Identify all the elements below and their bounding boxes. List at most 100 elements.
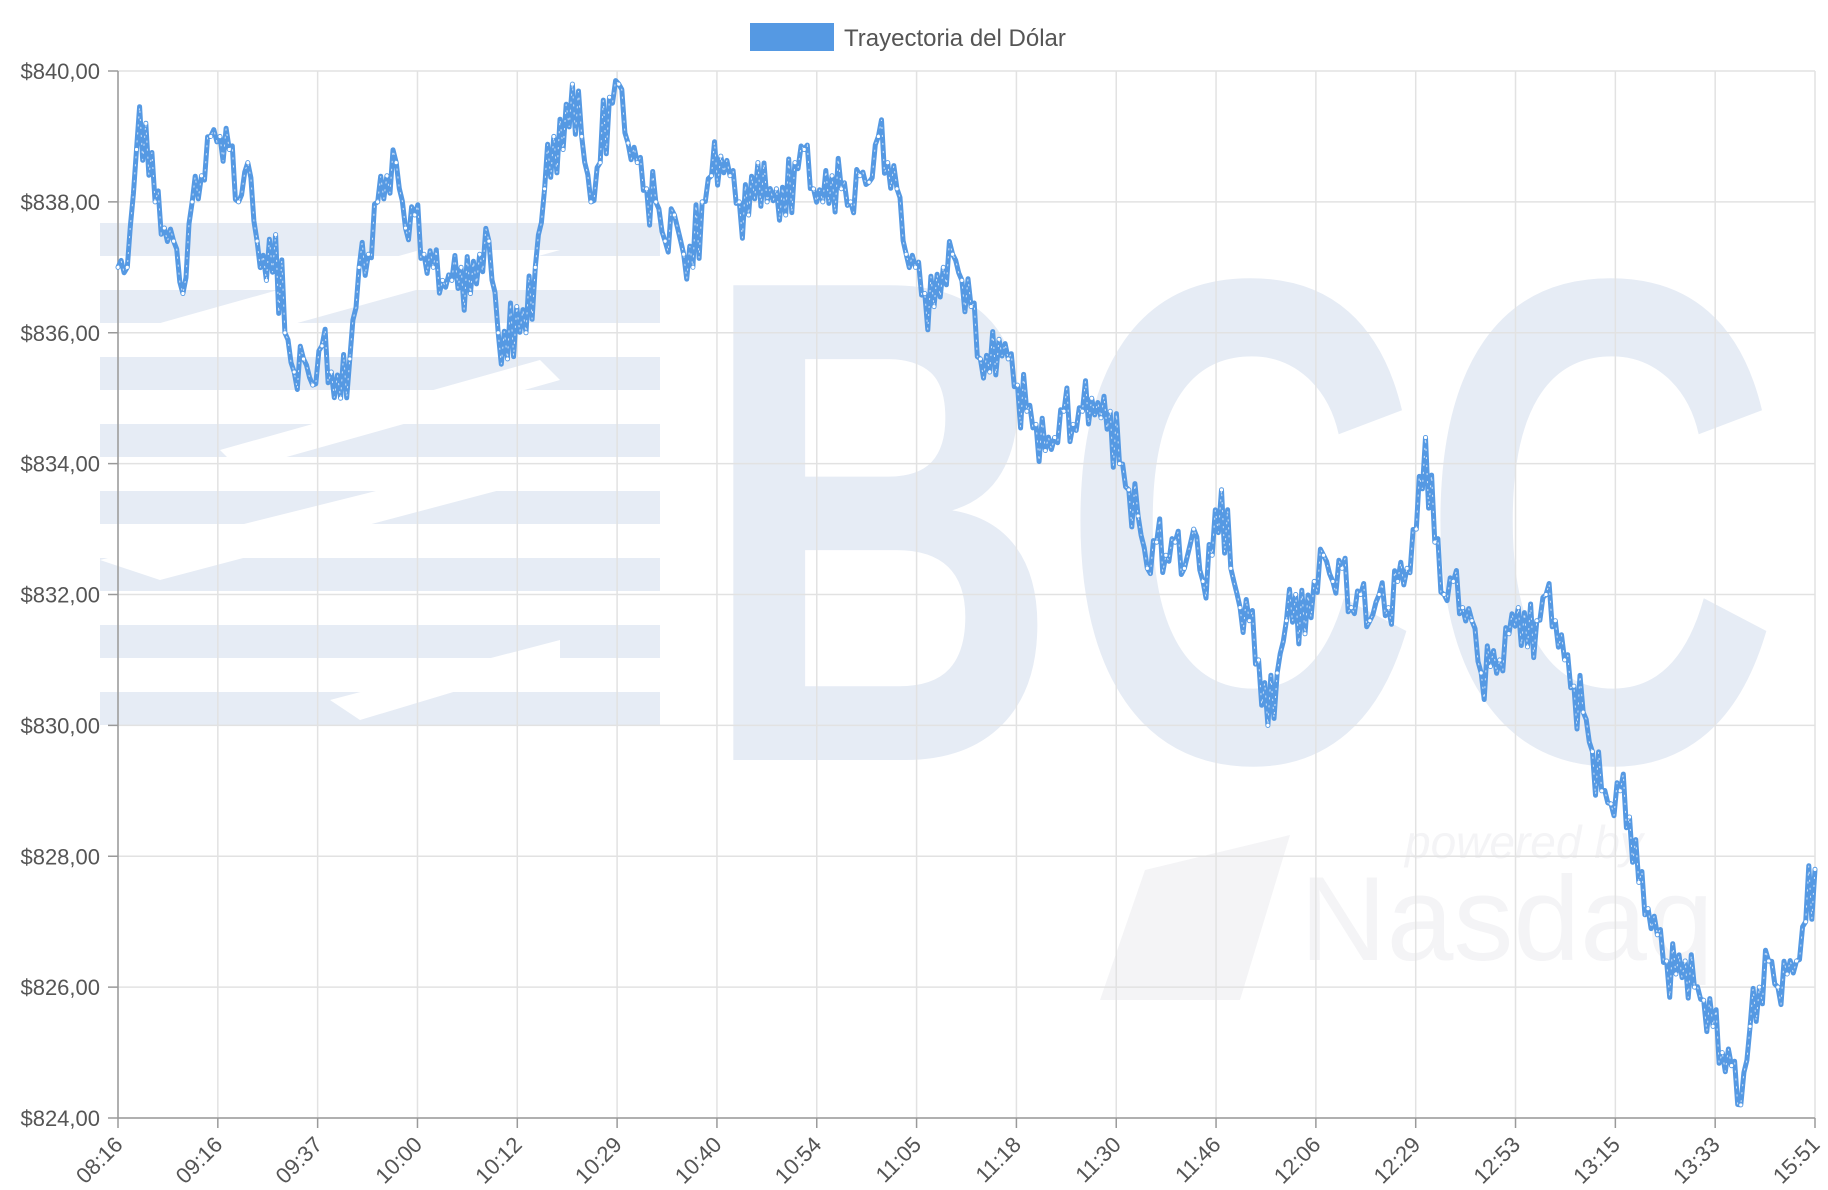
data-point[interactable] [1127, 488, 1131, 492]
data-point[interactable] [181, 291, 185, 296]
data-point[interactable] [542, 187, 547, 191]
data-point[interactable] [1136, 514, 1140, 518]
data-point[interactable] [1813, 867, 1817, 871]
data-point[interactable] [1525, 645, 1530, 649]
data-point[interactable] [134, 147, 139, 152]
data-point[interactable] [1553, 619, 1557, 623]
data-point[interactable] [1507, 632, 1511, 636]
data-point[interactable] [366, 252, 370, 256]
data-point[interactable] [236, 200, 241, 204]
data-point[interactable] [1702, 998, 1706, 1002]
data-point[interactable] [1609, 802, 1613, 806]
data-point[interactable] [1349, 605, 1353, 610]
data-point[interactable] [672, 213, 676, 217]
data-point[interactable] [1025, 409, 1029, 413]
data-point[interactable] [1479, 671, 1483, 675]
data-point[interactable] [1182, 566, 1187, 570]
data-point[interactable] [1748, 1024, 1752, 1028]
data-point[interactable] [1377, 592, 1381, 597]
data-point[interactable] [1386, 605, 1391, 610]
data-point[interactable] [1396, 579, 1400, 584]
data-point[interactable] [1080, 409, 1085, 413]
data-point[interactable] [580, 134, 584, 139]
data-point[interactable] [607, 95, 612, 99]
data-point[interactable] [1071, 422, 1075, 426]
data-point[interactable] [635, 161, 639, 165]
data-point[interactable] [422, 252, 426, 256]
data-point[interactable] [403, 226, 408, 230]
data-point[interactable] [1006, 357, 1010, 361]
data-point[interactable] [617, 82, 621, 86]
data-point[interactable] [533, 265, 537, 269]
data-point[interactable] [1405, 566, 1409, 570]
data-point[interactable] [1433, 540, 1437, 544]
data-point[interactable] [1785, 972, 1789, 976]
data-point[interactable] [1665, 959, 1669, 963]
data-point[interactable] [218, 134, 222, 139]
data-point[interactable] [700, 200, 704, 204]
data-point[interactable] [1711, 1024, 1715, 1028]
data-point[interactable] [1590, 749, 1595, 754]
legend[interactable]: Trayectoria del Dólar [750, 23, 1066, 52]
data-point[interactable] [1192, 527, 1196, 531]
data-point[interactable] [1284, 619, 1289, 623]
data-point[interactable] [923, 291, 927, 296]
data-point[interactable] [737, 200, 741, 204]
data-point[interactable] [774, 187, 778, 191]
data-point[interactable] [320, 344, 324, 348]
data-point[interactable] [190, 200, 194, 204]
data-point[interactable] [1776, 985, 1780, 989]
data-point[interactable] [969, 304, 973, 309]
data-point[interactable] [1804, 920, 1808, 924]
data-point[interactable] [811, 187, 816, 191]
data-point[interactable] [728, 174, 732, 178]
data-point[interactable] [598, 161, 602, 165]
data-point[interactable] [839, 187, 843, 191]
data-point[interactable] [1442, 592, 1446, 597]
data-point[interactable] [821, 200, 825, 204]
data-point[interactable] [1340, 566, 1344, 570]
data-point[interactable] [1794, 959, 1799, 963]
data-point[interactable] [1015, 383, 1020, 387]
data-point[interactable] [756, 161, 760, 165]
data-point[interactable] [570, 82, 574, 86]
data-point[interactable] [1600, 789, 1604, 793]
data-point[interactable] [478, 252, 482, 256]
data-point[interactable] [746, 213, 751, 217]
data-point[interactable] [709, 174, 714, 178]
data-point[interactable] [858, 174, 862, 178]
data-point[interactable] [886, 161, 890, 165]
data-point[interactable] [376, 200, 380, 204]
data-point[interactable] [1303, 632, 1307, 636]
data-point[interactable] [301, 357, 306, 361]
data-point[interactable] [913, 265, 918, 269]
data-point[interactable] [515, 304, 519, 309]
data-point[interactable] [1461, 605, 1465, 610]
data-point[interactable] [227, 147, 231, 152]
data-point[interactable] [1219, 488, 1224, 492]
data-point[interactable] [1117, 462, 1122, 466]
data-point[interactable] [144, 121, 148, 125]
data-point[interactable] [505, 357, 510, 361]
data-point[interactable] [1257, 658, 1261, 662]
data-point[interactable] [385, 174, 389, 178]
data-point[interactable] [997, 337, 1001, 341]
data-point[interactable] [1674, 972, 1678, 976]
data-point[interactable] [1581, 710, 1585, 714]
data-point[interactable] [1535, 619, 1539, 623]
data-point[interactable] [1099, 416, 1103, 420]
data-point[interactable] [1498, 658, 1502, 662]
data-point[interactable] [1683, 959, 1687, 963]
data-point[interactable] [413, 213, 417, 217]
data-point[interactable] [784, 213, 788, 217]
data-point[interactable] [682, 252, 686, 256]
data-point[interactable] [1739, 1103, 1743, 1107]
data-point[interactable] [311, 383, 315, 387]
data-point[interactable] [394, 161, 398, 165]
data-point[interactable] [1052, 435, 1057, 440]
data-point[interactable] [264, 278, 268, 282]
data-point[interactable] [1488, 664, 1493, 669]
data-point[interactable] [172, 239, 176, 243]
data-point[interactable] [524, 331, 528, 335]
data-point[interactable] [1145, 566, 1149, 570]
